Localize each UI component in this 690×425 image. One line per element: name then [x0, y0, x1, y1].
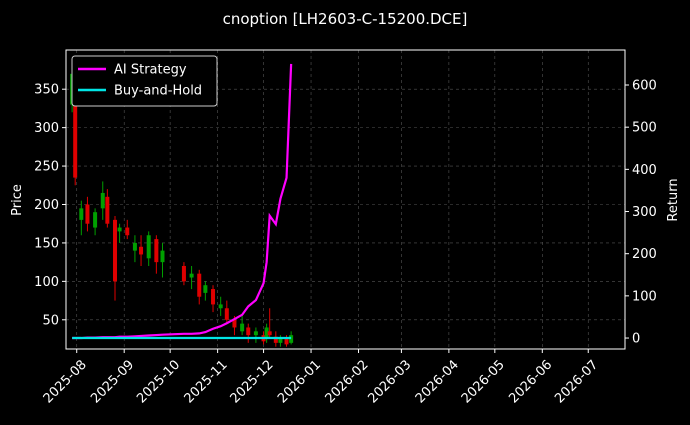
candle-body	[211, 289, 216, 305]
y2-tick-label: 300	[632, 205, 657, 220]
x-tick-label: 2025-10	[134, 357, 183, 406]
candle-body	[246, 327, 251, 336]
x-tick-label: 2026-02	[323, 357, 372, 406]
candle-body	[132, 242, 137, 251]
y-tick-label: 150	[34, 236, 59, 251]
x-tick-label: 2026-06	[506, 357, 555, 406]
candle-body	[264, 327, 269, 340]
chart-title: cnoption [LH2603-C-15200.DCE]	[223, 10, 468, 28]
candle-body	[113, 219, 118, 282]
candle-body	[253, 331, 258, 336]
candle-body	[154, 239, 159, 263]
plot-frame	[65, 49, 626, 350]
y2-tick-label: 100	[632, 289, 657, 304]
x-tick-label: 2026-01	[275, 357, 324, 406]
y2-tick-label: 400	[632, 163, 657, 178]
y-tick-label: 300	[34, 121, 59, 136]
candle-body	[189, 273, 194, 278]
candle-body	[224, 308, 229, 320]
candle-body	[125, 227, 130, 236]
candle-body	[218, 304, 223, 309]
y2-tick-label: 200	[632, 247, 657, 262]
legend-label: Buy-and-Hold	[114, 84, 202, 99]
y2-axis-label: Return	[666, 178, 681, 221]
y-tick-label: 350	[34, 83, 59, 98]
candle-body	[85, 204, 90, 224]
y-axis-label: Price	[10, 184, 25, 216]
x-tick-label: 2025-09	[88, 357, 137, 406]
y2-tick-label: 0	[632, 332, 640, 347]
candle-body	[284, 339, 289, 345]
candle-body	[240, 323, 245, 332]
candle-body	[93, 212, 98, 228]
candle-body	[73, 81, 78, 178]
y-tick-label: 250	[34, 160, 59, 175]
candle-body	[273, 336, 278, 343]
candle-body	[139, 246, 144, 255]
candle-body	[117, 227, 122, 232]
candle-body	[79, 208, 84, 220]
x-tick-label: 2025-12	[228, 357, 277, 406]
x-tick-label: 2026-07	[552, 357, 601, 406]
candle-body	[203, 285, 208, 293]
candle-body	[100, 192, 105, 209]
x-tick-label: 2026-04	[413, 357, 462, 406]
legend-label: AI Strategy	[114, 63, 187, 78]
candle-body	[267, 331, 272, 336]
x-tick-label: 2026-03	[365, 357, 414, 406]
candle-body	[181, 265, 186, 282]
candle-body	[232, 319, 237, 328]
candle-body	[160, 250, 165, 263]
y2-tick-label: 600	[632, 79, 657, 94]
candle-body	[278, 339, 283, 343]
x-tick-label: 2025-08	[41, 357, 90, 406]
y-tick-label: 200	[34, 198, 59, 213]
candle-body	[105, 196, 110, 224]
x-tick-label: 2025-11	[182, 357, 231, 406]
y2-tick-label: 500	[632, 121, 657, 136]
x-tick-label: 2026-05	[459, 357, 508, 406]
legend-box	[71, 55, 218, 107]
y-tick-label: 50	[42, 313, 59, 328]
candle-body	[146, 235, 151, 259]
y-tick-label: 100	[34, 275, 59, 290]
candle-body	[197, 273, 202, 297]
